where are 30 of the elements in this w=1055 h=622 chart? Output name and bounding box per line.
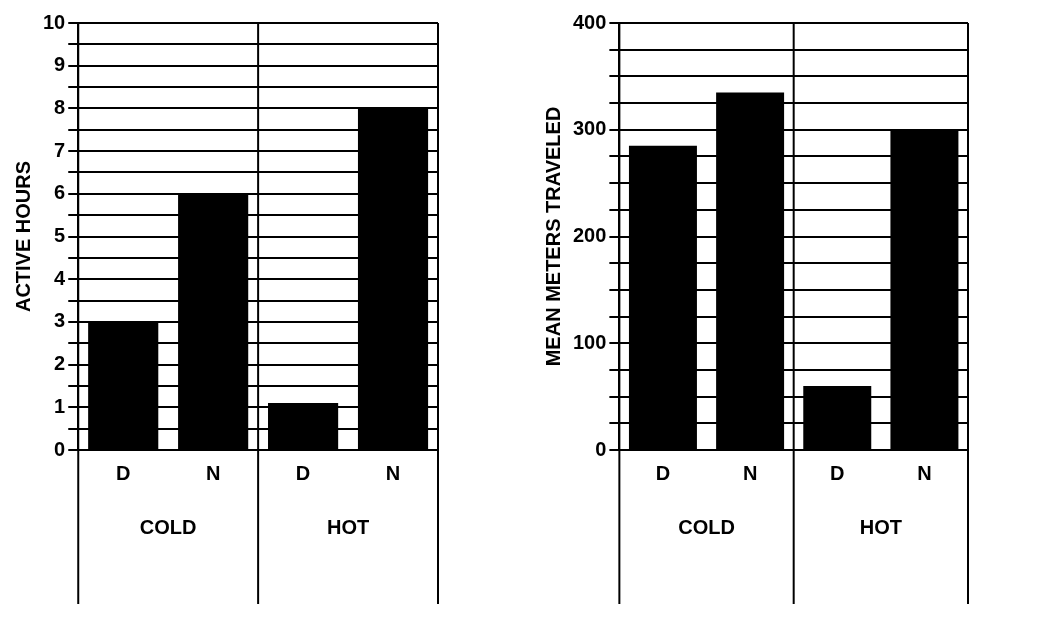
text: HOT — [326, 515, 370, 538]
y-tick-label: 3 — [54, 309, 66, 332]
text: COLD — [678, 515, 735, 538]
y-tick-label: 100 — [572, 330, 607, 353]
y-tick-label: 7 — [54, 138, 66, 161]
y-tick-label: 300 — [572, 117, 607, 140]
y-axis-title: MEAN METERS TRAVELED — [541, 106, 564, 367]
y-tick-label: 5 — [54, 224, 66, 247]
x-tick-label: N — [205, 461, 221, 484]
y-tick-label: 9 — [54, 53, 66, 76]
y-tick-label: 8 — [54, 95, 66, 118]
x-tick-label: D — [830, 461, 845, 484]
text: HOT — [859, 515, 902, 538]
y-tick-label: 1 — [54, 394, 66, 417]
y-tick-label: 2 — [54, 352, 66, 375]
y-axis-title: ACTIVE HOURS — [11, 160, 34, 313]
x-tick-label: D — [655, 461, 671, 484]
x-tick-label: N — [385, 461, 401, 484]
x-tick-label: N — [742, 461, 758, 484]
text: COLD — [139, 515, 197, 538]
x-tick-label: D — [295, 461, 311, 484]
y-tick-label: 10 — [43, 10, 66, 33]
x-tick-label: N — [917, 461, 932, 484]
y-tick-label: 0 — [54, 437, 66, 460]
y-tick-label: 0 — [595, 437, 607, 460]
y-tick-label: 400 — [572, 10, 607, 33]
x-tick-label: D — [115, 461, 131, 484]
y-tick-label: 6 — [54, 181, 66, 204]
y-tick-label: 4 — [54, 266, 67, 289]
y-tick-label: 200 — [572, 224, 607, 247]
